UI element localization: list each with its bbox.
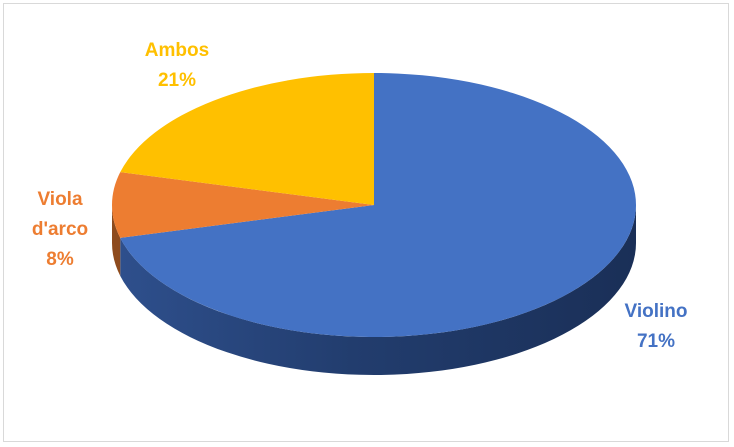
data-label-violino: Violino 71% xyxy=(625,301,688,352)
data-label-line: 71% xyxy=(637,331,675,352)
pie-side-viola-d-arco xyxy=(112,205,121,276)
pie-slice-viola-d-arco xyxy=(111,172,375,238)
data-label-line: Ambos xyxy=(145,40,209,61)
pie-slice-ambos xyxy=(120,72,375,205)
pie-side-violino xyxy=(120,205,637,376)
data-label-line: Violino xyxy=(625,301,688,322)
data-label-line: d'arco xyxy=(32,219,88,240)
data-label-viola-d-arco: Viola d'arco 8% xyxy=(32,189,88,270)
data-label-line: 21% xyxy=(158,70,196,91)
data-label-line: 8% xyxy=(46,249,74,270)
pie-slice-violino xyxy=(120,73,636,337)
data-label-ambos: Ambos 21% xyxy=(145,40,209,91)
data-label-line: Viola xyxy=(37,189,82,210)
